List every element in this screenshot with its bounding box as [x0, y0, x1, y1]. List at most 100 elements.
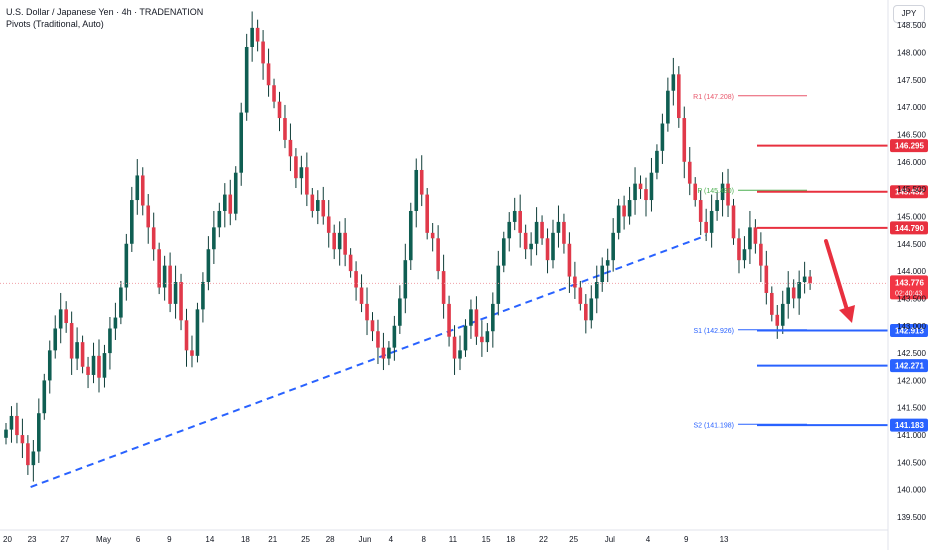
candle [737, 228, 741, 274]
candle [4, 423, 8, 445]
candle [37, 398, 41, 463]
candle-body [611, 232, 615, 261]
candle-body [485, 331, 490, 343]
candle [42, 373, 47, 420]
candle-body [605, 260, 610, 266]
candle-body [261, 41, 265, 64]
candle [419, 155, 424, 207]
candle [337, 221, 342, 266]
candle-body [682, 118, 687, 162]
candle-body [759, 243, 763, 266]
candle [261, 30, 265, 80]
currency-badge[interactable]: JPY [893, 5, 925, 23]
candle [75, 327, 79, 371]
bearish-arrow-head [839, 305, 855, 324]
candle-body [698, 200, 703, 222]
candle [770, 286, 774, 322]
candle-body [540, 221, 544, 239]
candle-body [523, 232, 528, 250]
candle [573, 261, 577, 299]
candle [310, 188, 315, 218]
candle [594, 265, 599, 314]
candle-body [321, 200, 326, 217]
level-price-tag-text: 142.271 [895, 362, 924, 371]
candle-body [655, 150, 659, 173]
candle-body [556, 221, 561, 233]
pivot-label: R1 (147.208) [693, 94, 734, 101]
candle [206, 236, 211, 291]
candle [359, 274, 364, 313]
candle-body [151, 227, 156, 250]
candle-body [135, 175, 140, 201]
candle-body [392, 325, 397, 348]
candle [452, 325, 457, 375]
candle-body [173, 282, 178, 304]
support-trendline [30, 234, 707, 488]
bearish-arrow-shaft [824, 239, 850, 316]
candle [447, 295, 451, 347]
candle-body [518, 210, 522, 233]
candle [321, 186, 326, 225]
date-tick-label: 20 [3, 535, 12, 544]
candle-body [337, 232, 342, 250]
candle [474, 296, 479, 345]
candle-body [4, 429, 8, 438]
candle-body [206, 249, 211, 283]
candle-body [146, 205, 151, 228]
candle-body [201, 282, 205, 310]
candle [753, 219, 758, 254]
price-tick-label: 146.000 [897, 158, 926, 167]
price-tick-label: 148.500 [897, 21, 926, 30]
candle-body [458, 350, 462, 359]
candle-body [709, 210, 714, 233]
candle-body [430, 232, 435, 239]
level-price-tag-text: 142.913 [895, 327, 924, 336]
candle [556, 205, 561, 248]
candle-body [255, 27, 260, 42]
candle-body [687, 161, 692, 184]
candle [485, 323, 490, 352]
candle-body [507, 221, 512, 239]
candle-body [447, 303, 451, 337]
candle [168, 252, 172, 313]
candle [589, 285, 594, 329]
candle [731, 198, 736, 245]
candle-body [370, 320, 375, 332]
level-price-tag-text: 141.183 [895, 421, 924, 430]
level-price-tag [890, 139, 928, 153]
candle [791, 279, 796, 309]
candle [491, 292, 495, 348]
candle-body [578, 287, 583, 304]
candle-body [42, 380, 47, 414]
candle [20, 418, 25, 459]
candle-body [496, 265, 501, 304]
candle-body [310, 194, 315, 211]
candle-body [414, 169, 419, 211]
candle [802, 261, 807, 294]
candle [212, 210, 216, 264]
candle-body [633, 183, 637, 201]
candle-body [403, 260, 408, 299]
candle-body [704, 221, 708, 233]
candle [266, 48, 271, 97]
candle-body [808, 276, 812, 284]
candle [255, 19, 260, 52]
pivot-label: S1 (142.926) [694, 328, 734, 335]
candle-body [69, 323, 74, 359]
candle-body [376, 331, 380, 348]
candle [677, 66, 681, 128]
candle-body [140, 175, 145, 206]
candle-body [64, 309, 68, 324]
candle-body [326, 216, 331, 233]
candle [195, 302, 200, 363]
price-tick-label: 147.500 [897, 76, 926, 85]
candle-body [753, 227, 758, 244]
candle [605, 248, 610, 283]
candle [299, 155, 304, 195]
candle [649, 157, 654, 212]
candle [244, 33, 249, 121]
price-tick-label: 148.000 [897, 48, 926, 57]
date-tick-label: Jul [605, 535, 615, 544]
candle [97, 339, 101, 393]
